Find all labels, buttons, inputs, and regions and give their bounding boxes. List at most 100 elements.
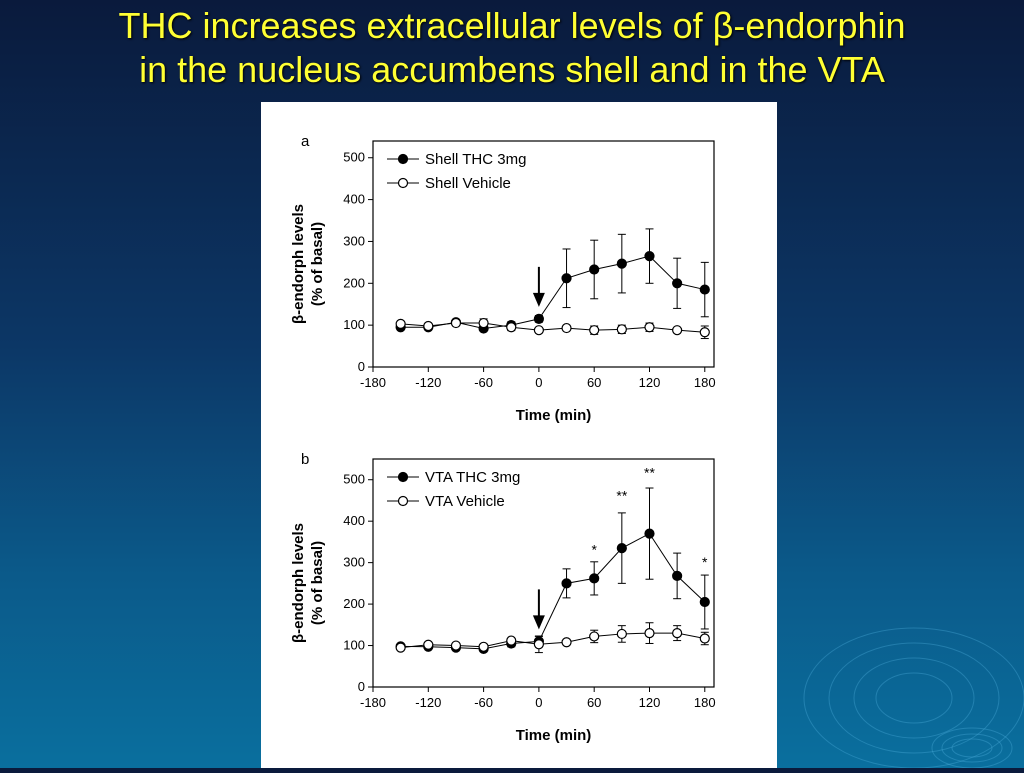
- y-axis-label-line1: β-endorph levels: [290, 523, 307, 643]
- data-point: [506, 635, 517, 646]
- figure-panel: a 0 100 200 300 400 500 -180 -120 -60 0 60 120 180 Tim…: [261, 102, 777, 768]
- series-line: [400, 532, 706, 650]
- y-axis-label-line1: β-endorph levels: [290, 204, 307, 324]
- y-tick-label: 500: [343, 472, 365, 487]
- x-tick-label: 60: [587, 695, 601, 710]
- legend-label: VTA THC 3mg: [425, 469, 520, 486]
- x-tick-label: 120: [639, 695, 661, 710]
- data-point: [423, 320, 434, 332]
- legend-label: VTA Vehicle: [425, 493, 505, 510]
- series-1: [395, 622, 710, 654]
- x-tick-label: 120: [639, 375, 661, 390]
- series-line: [400, 255, 705, 330]
- y-tick-label: 400: [343, 513, 365, 528]
- data-point: [533, 639, 544, 650]
- data-point: [589, 631, 600, 642]
- data-point: [699, 596, 710, 608]
- data-point: [672, 278, 683, 289]
- legend-marker: [397, 177, 409, 189]
- data-point: [672, 570, 683, 582]
- data-point: [672, 628, 683, 639]
- data-point: [450, 640, 462, 651]
- x-tick-label: 0: [535, 695, 542, 710]
- x-axis-label: Time (min): [516, 727, 592, 744]
- data-point: [589, 264, 600, 275]
- data-point: [506, 322, 517, 333]
- data-point: [478, 317, 489, 329]
- ripple-decoration: [803, 627, 1024, 768]
- y-axis-label: β-endorph levels (% of basal): [290, 204, 326, 324]
- legend-marker: [397, 495, 409, 507]
- data-point: [699, 633, 710, 644]
- data-point: [561, 578, 572, 589]
- legend-label: Shell THC 3mg: [425, 151, 526, 168]
- y-tick-label: 300: [343, 555, 365, 570]
- data-point: [533, 325, 544, 336]
- y-tick-label: 200: [343, 596, 365, 611]
- y-axis-label: β-endorph levels (% of basal): [290, 523, 326, 643]
- y-tick-label: 100: [343, 638, 365, 653]
- y-tick-label: 0: [358, 359, 365, 374]
- x-tick-label: 0: [535, 375, 542, 390]
- panel-label: a: [301, 133, 310, 150]
- injection-arrow-head: [532, 615, 545, 630]
- data-point: [589, 573, 600, 584]
- data-point: [450, 317, 462, 329]
- data-point: [561, 273, 572, 284]
- x-tick-label: -180: [360, 695, 386, 710]
- significance-marker: **: [644, 465, 655, 481]
- chart-panel-b: b 0 100 200 300 400 500 -180 -120 -60 0 60 120 180 Tim…: [290, 451, 716, 744]
- data-point: [616, 543, 627, 554]
- data-point: [561, 637, 572, 648]
- data-point: [699, 327, 710, 338]
- legend-marker: [397, 153, 409, 165]
- series-line: [400, 632, 705, 649]
- x-tick-label: -120: [415, 375, 441, 390]
- data-point: [395, 318, 406, 329]
- data-point: [644, 250, 655, 262]
- y-axis-label-line2: (% of basal): [309, 222, 326, 306]
- data-point: [644, 322, 655, 333]
- series-1: [395, 317, 710, 340]
- chart-panel-a: a 0 100 200 300 400 500 -180 -120 -60 0 60 120 180 Tim…: [290, 133, 716, 424]
- significance-marker: **: [616, 487, 627, 503]
- series-0: [395, 228, 710, 334]
- slide-title-line1: THC increases extracellular levels of β-…: [118, 5, 906, 46]
- data-point: [616, 628, 627, 640]
- data-point: [561, 322, 572, 334]
- slide-title: THC increases extracellular levels of β-…: [0, 4, 1024, 92]
- significance-marker: *: [702, 554, 708, 570]
- figure-svg: a 0 100 200 300 400 500 -180 -120 -60 0 60 120 180 Tim…: [290, 133, 716, 744]
- legend-label: Shell Vehicle: [425, 175, 511, 192]
- data-point: [395, 642, 406, 653]
- plot-frame: [372, 140, 715, 368]
- data-point: [533, 313, 544, 324]
- significance-marker: *: [591, 541, 597, 557]
- y-tick-label: 400: [343, 192, 365, 207]
- data-point: [616, 258, 627, 269]
- y-tick-label: 300: [343, 233, 365, 248]
- data-point: [699, 284, 710, 295]
- x-tick-label: -60: [474, 375, 493, 390]
- y-tick-label: 200: [343, 275, 365, 290]
- plot-frame: [372, 458, 715, 688]
- slide-title-line2: in the nucleus accumbens shell and in th…: [139, 49, 885, 90]
- legend-marker: [397, 471, 409, 483]
- x-tick-label: -60: [474, 695, 493, 710]
- data-point: [423, 639, 434, 650]
- data-point: [644, 628, 655, 639]
- x-tick-label: 180: [694, 695, 716, 710]
- y-tick-label: 500: [343, 150, 365, 165]
- panel-label: b: [301, 451, 309, 468]
- x-axis-label: Time (min): [516, 407, 592, 424]
- legend: VTA THC 3mg VTA Vehicle: [387, 469, 520, 510]
- y-tick-label: 0: [358, 679, 365, 694]
- data-point: [616, 324, 627, 335]
- y-tick-label: 100: [343, 317, 365, 332]
- legend: Shell THC 3mg Shell Vehicle: [387, 151, 526, 192]
- data-point: [672, 325, 683, 336]
- injection-arrow-head: [532, 292, 545, 307]
- x-tick-label: 60: [587, 375, 601, 390]
- x-tick-label: 180: [694, 375, 716, 390]
- data-point: [589, 325, 600, 336]
